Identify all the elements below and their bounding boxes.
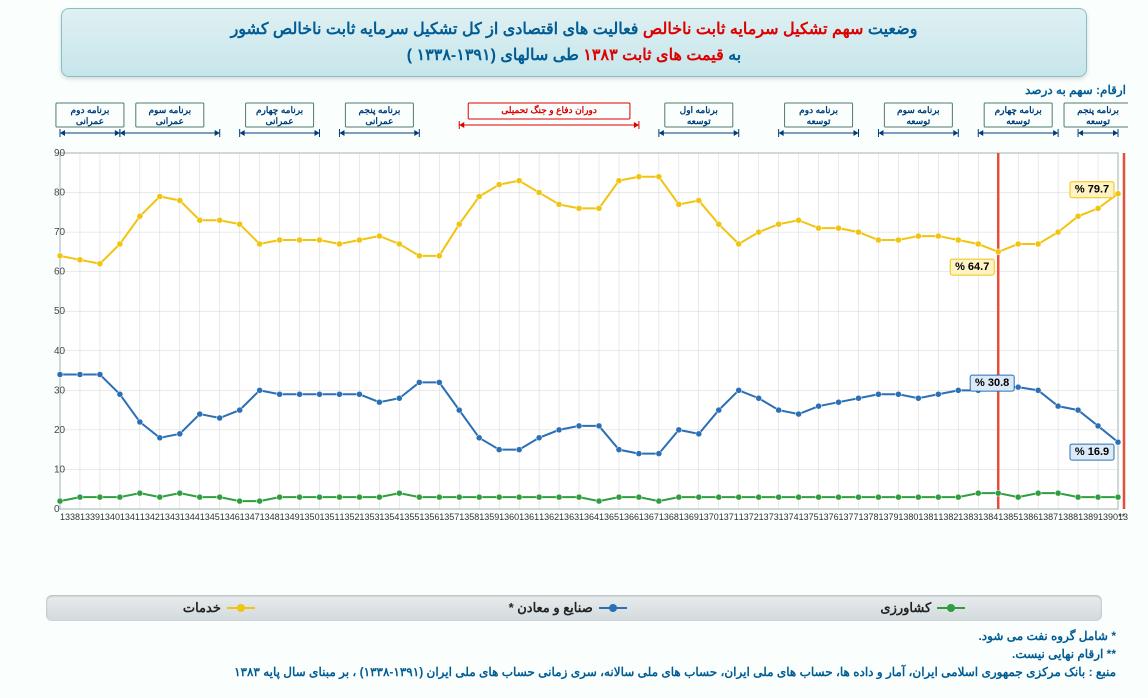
svg-text:1380: 1380 [898,512,918,522]
svg-text:برنامه پنجم: برنامه پنجم [358,105,400,116]
svg-text:30: 30 [54,386,66,397]
svg-text:برنامه چهارم: برنامه چهارم [995,105,1042,116]
svg-text:عمرانی: عمرانی [76,116,104,127]
svg-text:1369: 1369 [679,512,699,522]
svg-text:1389: 1389 [1078,512,1098,522]
chart-plot: 0102030405060708090133813391340134113421… [20,99,1128,589]
svg-text:1376: 1376 [819,512,839,522]
svg-text:70: 70 [54,227,66,238]
svg-text:1348: 1348 [260,512,280,522]
svg-text:1378: 1378 [858,512,878,522]
svg-text:1379: 1379 [878,512,898,522]
svg-text:16.9 %: 16.9 % [1075,446,1109,458]
svg-text:1346: 1346 [220,512,240,522]
svg-text:64.7 %: 64.7 % [955,261,989,273]
svg-text:1383: 1383 [958,512,978,522]
svg-text:1375: 1375 [799,512,819,522]
svg-text:1342: 1342 [140,512,160,522]
svg-text:1338: 1338 [60,512,80,522]
svg-text:عمرانی: عمرانی [365,116,393,127]
svg-text:1350: 1350 [300,512,320,522]
svg-text:1363: 1363 [559,512,579,522]
svg-text:1367: 1367 [639,512,659,522]
svg-text:1374: 1374 [779,512,799,522]
svg-text:10: 10 [54,465,66,476]
svg-text:1341: 1341 [120,512,140,522]
svg-text:1339: 1339 [80,512,100,522]
svg-text:برنامه اول: برنامه اول [680,105,718,116]
svg-text:50: 50 [54,306,66,317]
chart-title: وضعیت سهم تشکیل سرمایه ثابت ناخالص فعالی… [61,8,1088,77]
svg-text:1340: 1340 [100,512,120,522]
svg-text:1382: 1382 [938,512,958,522]
svg-text:1357: 1357 [439,512,459,522]
svg-text:1365: 1365 [599,512,619,522]
svg-text:1360: 1360 [499,512,519,522]
svg-text:1344: 1344 [180,512,200,522]
svg-text:برنامه سوم: برنامه سوم [148,105,191,116]
svg-text:1351: 1351 [320,512,340,522]
svg-text:1384: 1384 [978,512,998,522]
svg-text:1364: 1364 [579,512,599,522]
svg-text:برنامه پنجم: برنامه پنجم [1077,105,1119,116]
svg-text:60: 60 [54,267,66,278]
svg-text:1372: 1372 [739,512,759,522]
svg-text:90: 90 [54,148,66,159]
svg-text:1345: 1345 [200,512,220,522]
legend-item-industry: صنایع و معادن * [509,600,627,616]
legend-item-agriculture: کشاورزی [880,600,965,616]
svg-text:1353: 1353 [359,512,379,522]
svg-text:برنامه چهارم: برنامه چهارم [256,105,303,116]
svg-text:1371: 1371 [719,512,739,522]
svg-text:توسعه: توسعه [687,116,711,127]
svg-text:**1391: **1391 [1118,512,1128,522]
legend: خدمات صنایع و معادن * کشاورزی [46,595,1102,621]
svg-text:20: 20 [54,425,66,436]
svg-text:1370: 1370 [699,512,719,522]
legend-item-services: خدمات [183,600,255,616]
svg-text:1354: 1354 [379,512,399,522]
svg-text:1373: 1373 [759,512,779,522]
svg-text:1349: 1349 [280,512,300,522]
svg-text:توسعه: توسعه [1086,116,1110,127]
svg-text:دوران دفاع و جنگ تحمیلی: دوران دفاع و جنگ تحمیلی [501,104,597,116]
svg-text:عمرانی: عمرانی [156,116,184,127]
svg-text:1352: 1352 [339,512,359,522]
svg-text:1381: 1381 [918,512,938,522]
svg-text:80: 80 [54,188,66,199]
svg-text:1358: 1358 [459,512,479,522]
svg-text:1377: 1377 [839,512,859,522]
svg-text:40: 40 [54,346,66,357]
svg-text:30.8 %: 30.8 % [975,377,1009,389]
svg-text:1386: 1386 [1018,512,1038,522]
footnotes: * شامل گروه نفت می شود. ** ارقام نهایی ن… [16,625,1132,681]
svg-text:1355: 1355 [399,512,419,522]
chart-container: { "title_a": "وضعیت ", "title_red1": "سه… [0,0,1148,698]
svg-text:برنامه سوم: برنامه سوم [897,105,940,116]
y-axis-label: ارقام: سهم به درصد [16,83,1132,97]
svg-text:79.7 %: 79.7 % [1075,184,1109,196]
svg-text:1366: 1366 [619,512,639,522]
svg-text:1347: 1347 [240,512,260,522]
svg-text:برنامه دوم: برنامه دوم [799,105,838,116]
svg-text:1388: 1388 [1058,512,1078,522]
svg-text:عمرانی: عمرانی [266,116,294,127]
svg-text:توسعه: توسعه [906,116,930,127]
svg-text:1387: 1387 [1038,512,1058,522]
svg-text:1362: 1362 [539,512,559,522]
svg-text:برنامه دوم: برنامه دوم [71,105,110,116]
svg-text:1361: 1361 [519,512,539,522]
svg-text:1359: 1359 [479,512,499,522]
svg-text:1343: 1343 [160,512,180,522]
svg-text:1356: 1356 [419,512,439,522]
svg-text:1385: 1385 [998,512,1018,522]
svg-text:1368: 1368 [659,512,679,522]
svg-text:توسعه: توسعه [1006,116,1030,127]
svg-text:توسعه: توسعه [807,116,831,127]
